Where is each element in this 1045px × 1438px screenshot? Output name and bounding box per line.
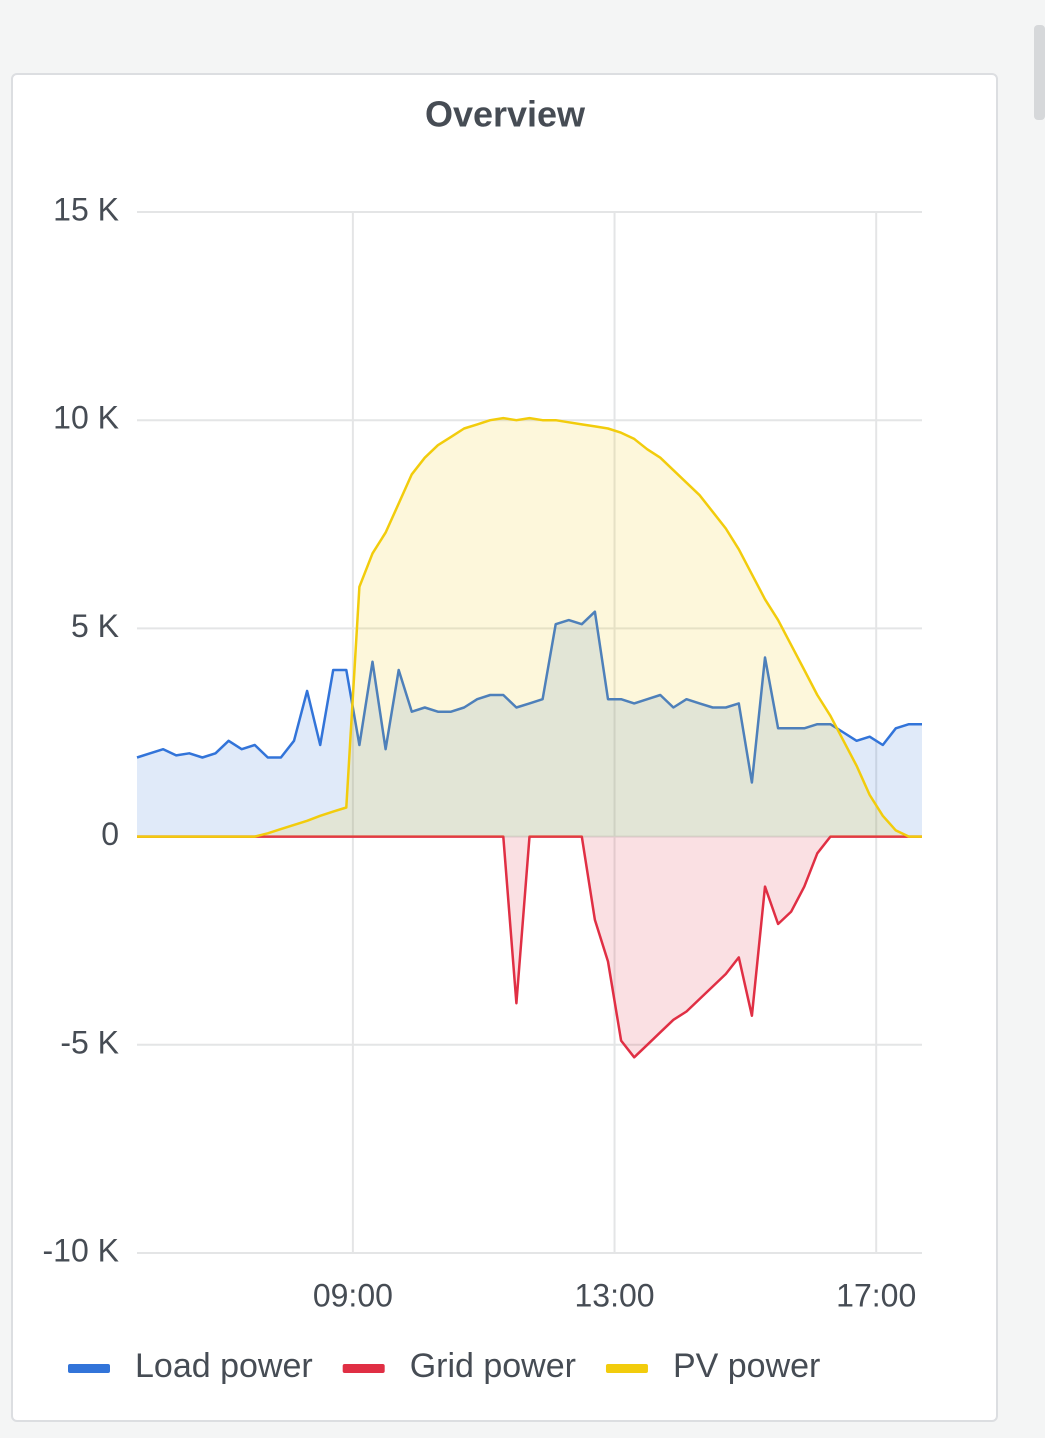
legend-label: Grid power	[410, 1347, 576, 1385]
chart-title: Overview	[425, 94, 586, 135]
series-line	[137, 416, 922, 838]
legend-swatch	[342, 1364, 385, 1373]
series-line	[137, 835, 922, 1059]
y-tick-label: 5 K	[71, 608, 119, 644]
series-area	[137, 418, 922, 837]
scrollbar[interactable]	[1034, 25, 1045, 120]
x-tick-label: 13:00	[575, 1277, 655, 1313]
legend-swatch	[605, 1364, 648, 1373]
series-area	[137, 611, 922, 837]
series-area	[137, 836, 922, 1058]
y-tick-label: 10 K	[53, 400, 119, 436]
legend-swatch	[68, 1364, 110, 1373]
legend-label: Load power	[135, 1347, 313, 1385]
y-tick-label: -10 K	[43, 1232, 119, 1268]
y-tick-label: -5 K	[60, 1024, 119, 1060]
y-tick-label: 0	[101, 816, 119, 852]
panel	[11, 73, 998, 1422]
series-line	[136, 610, 922, 784]
y-tick-label: 15 K	[53, 191, 119, 227]
x-tick-label: 09:00	[313, 1277, 393, 1313]
x-tick-label: 17:00	[836, 1277, 916, 1313]
legend-label: PV power	[673, 1347, 820, 1385]
